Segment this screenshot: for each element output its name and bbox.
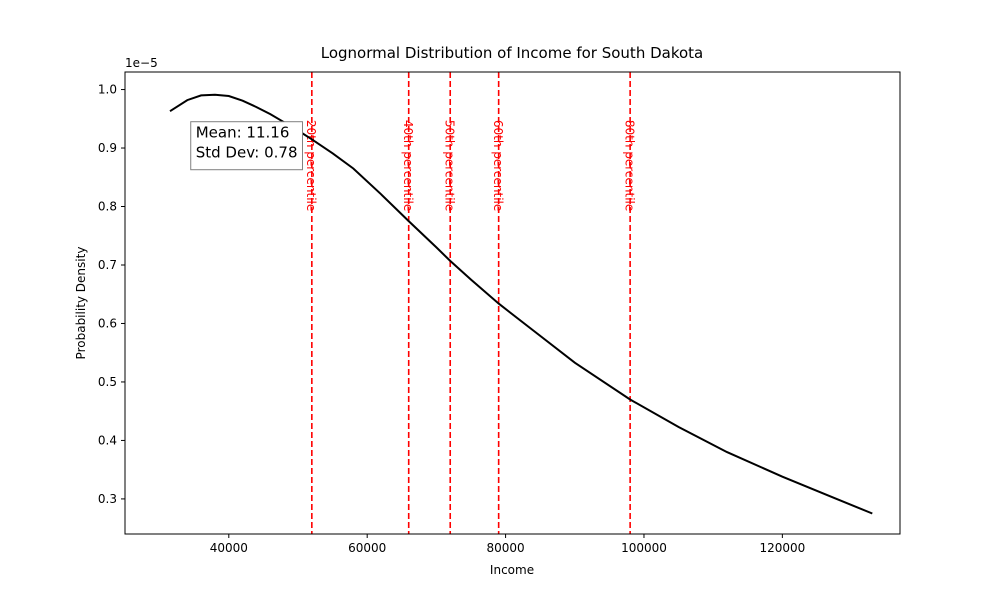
y-tick-label: 0.4 — [98, 433, 117, 447]
stats-annotation: Mean: 11.16 Std Dev: 0.78 — [190, 121, 303, 171]
x-tick-label: 120000 — [759, 541, 805, 555]
y-axis-offset-text: 1e−5 — [125, 56, 158, 70]
x-tick-label: 40000 — [210, 541, 248, 555]
x-tick-label: 100000 — [621, 541, 667, 555]
y-tick-label: 0.5 — [98, 375, 117, 389]
y-tick-label: 0.3 — [98, 492, 117, 506]
plot-frame — [124, 71, 901, 535]
stats-std-text: Std Dev: 0.78 — [196, 144, 298, 162]
y-tick-label: 0.9 — [98, 141, 117, 155]
y-tick-label: 1.0 — [98, 83, 117, 97]
percentile-label: 80th percentile — [622, 120, 636, 211]
y-axis-ticks: 0.3 0.4 0.5 0.6 0.7 0.8 0.9 1.0 — [98, 83, 125, 506]
y-tick-label: 0.8 — [98, 200, 117, 214]
chart-title: Lognormal Distribution of Income for Sou… — [321, 44, 704, 62]
stats-mean-text: Mean: 11.16 — [196, 124, 290, 142]
x-tick-label: 60000 — [348, 541, 386, 555]
density-curve — [169, 93, 873, 515]
x-axis-label: Income — [490, 563, 534, 577]
y-axis-label: Probability Density — [74, 247, 88, 360]
percentile-label: 40th percentile — [401, 120, 415, 211]
percentile-label: 60th percentile — [491, 120, 505, 211]
y-tick-label: 0.6 — [98, 316, 117, 330]
y-tick-label: 0.7 — [98, 258, 117, 272]
percentile-label: 20th percentile — [304, 120, 318, 211]
x-tick-label: 80000 — [486, 541, 524, 555]
x-axis-ticks: 40000 60000 80000 100000 120000 — [210, 534, 805, 555]
stats-box — [190, 121, 303, 171]
percentile-label: 50th percentile — [442, 120, 456, 211]
